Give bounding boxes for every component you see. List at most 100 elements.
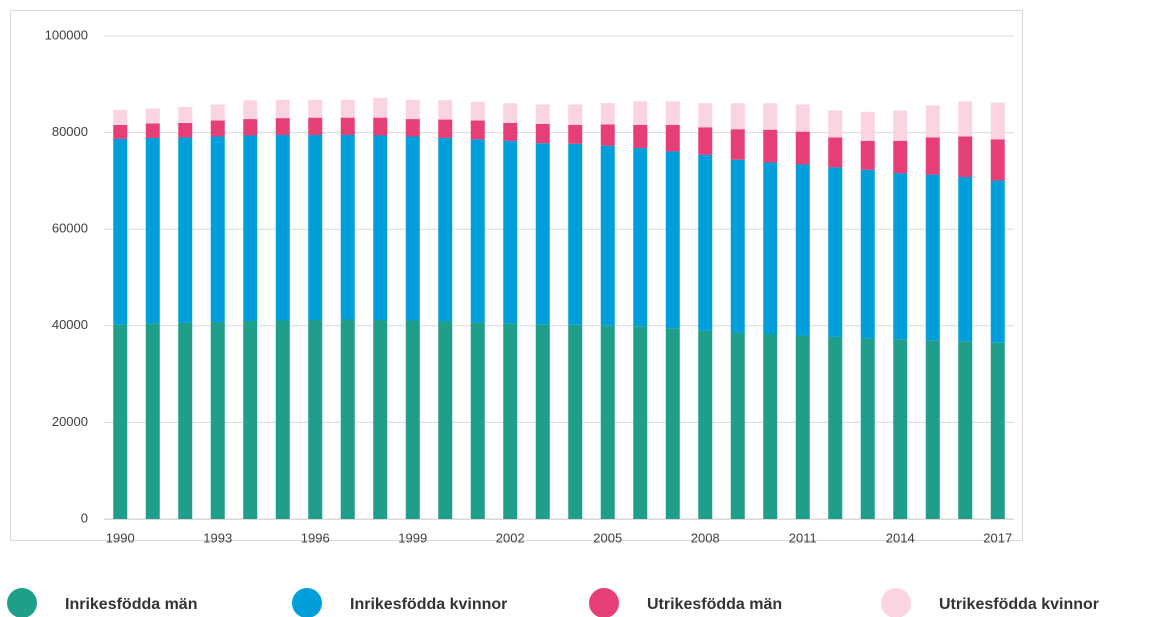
bar-segment bbox=[795, 335, 810, 519]
bar-segment bbox=[698, 154, 713, 331]
bar-segment bbox=[990, 342, 1005, 519]
bar-segment bbox=[373, 320, 388, 519]
bar-segment bbox=[568, 143, 583, 325]
bar-segment bbox=[958, 136, 973, 178]
bar-segment bbox=[568, 104, 583, 125]
bar-segment bbox=[925, 137, 940, 175]
bar-segment bbox=[340, 117, 355, 136]
bar-segment bbox=[113, 138, 128, 325]
x-tick-label: 1996 bbox=[301, 530, 330, 545]
bar-segment bbox=[893, 110, 908, 141]
bar-segment bbox=[665, 101, 680, 125]
bar-segment bbox=[405, 136, 420, 321]
bar-segment bbox=[308, 117, 323, 136]
y-tick-label: 0 bbox=[81, 510, 88, 525]
bar-segment bbox=[535, 123, 550, 144]
bar-segment bbox=[893, 140, 908, 174]
bar-segment bbox=[145, 123, 160, 138]
bar-segment bbox=[210, 104, 225, 121]
bar-segment bbox=[730, 103, 745, 130]
bar-segment bbox=[145, 137, 160, 324]
bar-segment bbox=[958, 177, 973, 342]
bar-segment bbox=[633, 148, 648, 327]
bar-segment bbox=[568, 124, 583, 144]
bar-segment bbox=[698, 103, 713, 128]
bar-segment bbox=[503, 122, 518, 141]
bar-segment bbox=[925, 174, 940, 341]
legend-text: Inrikesfödda kvinnor bbox=[350, 596, 507, 613]
bar-segment bbox=[925, 105, 940, 138]
legend-text: Utrikesfödda kvinnor bbox=[939, 596, 1099, 613]
bar-segment bbox=[178, 137, 193, 323]
bar-segment bbox=[730, 332, 745, 519]
bar-segment bbox=[470, 139, 485, 323]
y-tick-label: 40000 bbox=[52, 317, 88, 332]
bar-segment bbox=[340, 99, 355, 118]
x-tick-label: 2008 bbox=[691, 530, 720, 545]
bar-segment bbox=[730, 129, 745, 160]
bar-segment bbox=[243, 100, 258, 120]
bar-segment bbox=[178, 322, 193, 519]
bar-segment bbox=[340, 135, 355, 320]
x-tick-label: 1993 bbox=[203, 530, 232, 545]
bar-segment bbox=[990, 180, 1005, 343]
x-tick-label: 2017 bbox=[983, 530, 1012, 545]
bar-segment bbox=[730, 159, 745, 333]
bar-segment bbox=[308, 99, 323, 118]
bar-segment bbox=[763, 162, 778, 335]
bar-segment bbox=[178, 107, 193, 123]
bar-segment bbox=[438, 321, 453, 519]
bar-segment bbox=[698, 330, 713, 519]
bar-segment bbox=[925, 340, 940, 519]
bar-segment bbox=[763, 129, 778, 163]
y-tick-label: 60000 bbox=[52, 221, 88, 236]
bar-segment bbox=[795, 131, 810, 165]
legend-swatch bbox=[7, 588, 37, 617]
bar-segment bbox=[860, 169, 875, 339]
bar-segment bbox=[210, 136, 225, 322]
bar-segment bbox=[535, 143, 550, 325]
bar-segment bbox=[373, 97, 388, 118]
bar-segment bbox=[340, 319, 355, 519]
bar-segment bbox=[990, 102, 1005, 140]
bar-segment bbox=[828, 137, 843, 168]
bar-segment bbox=[275, 99, 290, 119]
bar-segment bbox=[568, 324, 583, 519]
bar-segment bbox=[113, 109, 128, 125]
legend-swatch bbox=[292, 588, 322, 617]
bar-segment bbox=[633, 124, 648, 149]
bar-segment bbox=[243, 320, 258, 519]
bar-segment bbox=[860, 338, 875, 519]
bar-segment bbox=[308, 135, 323, 321]
bar-segment bbox=[373, 117, 388, 136]
bar-segment bbox=[795, 164, 810, 336]
bar-segment bbox=[503, 323, 518, 519]
x-tick-label: 1990 bbox=[106, 530, 135, 545]
bar-segment bbox=[405, 99, 420, 120]
legend-text: Inrikesfödda män bbox=[65, 596, 197, 613]
bar-segment bbox=[860, 140, 875, 170]
x-tick-label: 2002 bbox=[496, 530, 525, 545]
bar-segment bbox=[893, 173, 908, 340]
bar-segment bbox=[535, 324, 550, 519]
y-tick-label: 100000 bbox=[45, 27, 88, 42]
bar-segment bbox=[828, 110, 843, 138]
bar-segment bbox=[503, 140, 518, 324]
bar-segment bbox=[600, 145, 615, 326]
bar-segment bbox=[145, 323, 160, 519]
x-tick-label: 1999 bbox=[398, 530, 427, 545]
bar-segment bbox=[275, 118, 290, 136]
bar-segment bbox=[210, 120, 225, 137]
bar-segment bbox=[633, 101, 648, 125]
bar-segment bbox=[763, 103, 778, 130]
bar-segment bbox=[178, 122, 193, 138]
bar-segment bbox=[210, 321, 225, 519]
legend-swatch bbox=[881, 588, 911, 617]
bar-segment bbox=[275, 320, 290, 519]
bar-segment bbox=[535, 104, 550, 124]
bar-segment bbox=[860, 111, 875, 141]
y-tick-label: 20000 bbox=[52, 414, 88, 429]
chart-border bbox=[10, 10, 1023, 541]
bar-segment bbox=[795, 104, 810, 132]
